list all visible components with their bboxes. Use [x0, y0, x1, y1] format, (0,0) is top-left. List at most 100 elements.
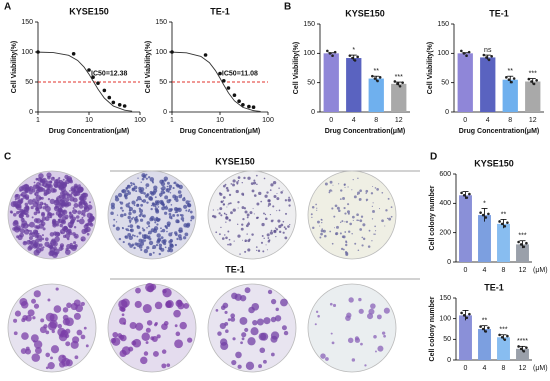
colony: [236, 181, 239, 184]
colony: [34, 347, 42, 355]
colony: [146, 221, 151, 225]
colony: [342, 197, 345, 200]
colony: [361, 236, 364, 239]
colony: [25, 190, 28, 193]
colony: [311, 216, 313, 219]
colony: [338, 209, 341, 213]
colony: [278, 230, 282, 234]
colony: [270, 335, 278, 343]
colony: [125, 203, 130, 208]
colony: [249, 211, 253, 215]
colony: [33, 231, 36, 234]
colony: [320, 353, 326, 359]
colony: [364, 364, 367, 367]
colony: [69, 196, 75, 202]
replicate-dot: [479, 211, 482, 214]
x-tick-label: 8: [502, 267, 506, 274]
y-tick-label: 50: [307, 80, 315, 87]
colony: [321, 221, 323, 224]
colony: [360, 215, 364, 218]
colony: [177, 207, 182, 213]
colony: [85, 344, 89, 348]
colony: [275, 236, 277, 238]
plate: [307, 283, 397, 373]
colony: [265, 244, 267, 246]
y-tick-label: 150: [303, 21, 315, 28]
colony: [188, 208, 191, 211]
colony: [280, 191, 283, 194]
colony: [77, 184, 81, 188]
colony: [252, 208, 254, 210]
colony: [247, 337, 256, 346]
colony: [164, 246, 167, 249]
colony: [64, 197, 70, 203]
colony: [119, 201, 122, 203]
colony: [322, 229, 326, 233]
colony: [224, 212, 226, 214]
colony: [246, 233, 248, 235]
colony: [142, 199, 147, 203]
colony: [190, 215, 195, 220]
colony: [145, 177, 148, 180]
y-tick-label: 0: [445, 109, 449, 116]
colony: [244, 327, 249, 333]
replicate-dot: [487, 212, 490, 216]
colony: [344, 251, 348, 254]
colony: [362, 223, 366, 227]
colony: [219, 192, 223, 196]
colony: [65, 341, 71, 347]
colony: [283, 330, 289, 336]
colony: [175, 299, 183, 308]
colony: [132, 209, 137, 214]
colony: [29, 240, 34, 245]
colony: [344, 186, 346, 188]
colony: [31, 353, 41, 362]
colony: [256, 249, 258, 252]
colony: [80, 199, 86, 205]
colony: [75, 215, 80, 219]
colony: [152, 350, 159, 357]
colony: [339, 221, 342, 224]
x-tick-label: 12: [395, 117, 403, 124]
colony: [58, 177, 61, 180]
colony: [153, 188, 158, 193]
colony: [227, 204, 229, 206]
colony: [119, 306, 124, 312]
colony: [23, 209, 26, 212]
colony: [52, 222, 57, 227]
colony: [320, 229, 324, 233]
colony: [170, 204, 173, 206]
colony: [133, 204, 136, 207]
colony: [110, 205, 116, 210]
colony: [80, 334, 86, 340]
replicate-dot: [482, 53, 486, 57]
colony: [388, 217, 392, 221]
colony: [141, 177, 145, 181]
colony: [163, 242, 167, 246]
colony: [376, 188, 379, 191]
colony: [230, 211, 233, 215]
chart: KYSE150 Cell Viability(%) Drug Concentrati…: [293, 8, 410, 135]
colony: [317, 220, 320, 224]
colony: [166, 185, 169, 188]
colony: [146, 201, 149, 204]
colony: [158, 252, 162, 256]
replicate-dot: [498, 333, 501, 337]
colony: [147, 225, 151, 228]
colony: [30, 205, 34, 210]
colony: [157, 206, 160, 208]
colony: [343, 183, 346, 186]
x-tick-label: 1: [36, 117, 40, 124]
colony: [272, 180, 277, 185]
panel-letter: D: [430, 152, 437, 163]
colony: [222, 184, 226, 188]
colony: [173, 207, 179, 212]
data-point: [241, 103, 245, 107]
colony: [323, 234, 327, 238]
colony: [276, 197, 280, 201]
colony: [62, 190, 68, 196]
replicate-dot: [462, 314, 466, 317]
colony: [76, 219, 80, 223]
colony: [156, 202, 158, 205]
colony: [59, 223, 64, 228]
